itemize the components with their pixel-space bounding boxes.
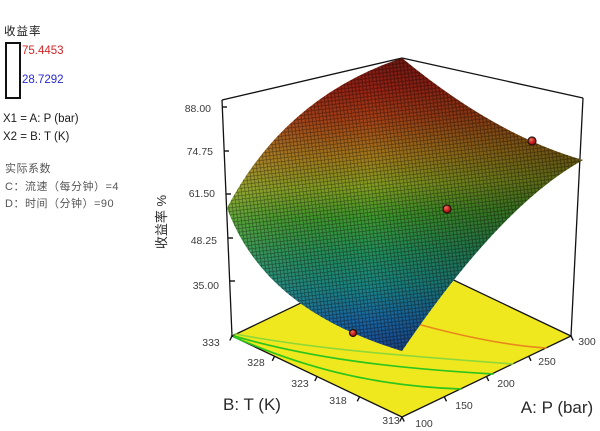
design-point <box>527 136 537 146</box>
y-tick-label: 328 <box>247 357 265 369</box>
back-top-left-edge <box>221 57 403 101</box>
x-tick-label: 150 <box>455 400 473 412</box>
x-tick-label: 200 <box>497 378 515 390</box>
contour-green-mid <box>233 335 494 375</box>
response-surface <box>227 58 583 351</box>
contour-green-low <box>233 336 462 390</box>
factor-x2-label: X2 = B: T (K) <box>3 131 70 143</box>
y-tick-label: 323 <box>291 378 309 390</box>
legend-response-title: 收益率 <box>4 26 42 38</box>
x-axis-ticks <box>401 335 574 422</box>
z-tick-label: 88.00 <box>185 103 211 115</box>
z-axis-ticks <box>222 106 235 282</box>
y-axis-labels: 333 328 323 318 313 <box>202 337 400 427</box>
z-tick-label: 61.50 <box>189 188 215 200</box>
x-tick-label: 100 <box>415 418 433 430</box>
actual-factors-title: 实际系数 <box>5 163 51 175</box>
design-point <box>348 328 358 338</box>
actual-factor-d: D：时间（分钟）=90 <box>5 198 115 210</box>
actual-factor-c: C：流速（每分钟）=4 <box>5 181 119 193</box>
y-tick-label: 333 <box>202 337 220 349</box>
surface-mesh-texture <box>227 58 583 351</box>
design-points <box>348 136 537 338</box>
legend-colorbar <box>5 42 21 99</box>
factor-x1-label: X1 = A: P (bar) <box>3 113 79 125</box>
right-axis-line <box>570 97 584 337</box>
legend-max-value: 75.4453 <box>22 45 64 57</box>
z-tick-label: 48.25 <box>191 235 217 247</box>
x-axis-title: A: P (bar) <box>521 398 593 417</box>
plot-frame <box>221 57 584 337</box>
y-tick-label: 318 <box>329 395 347 407</box>
x-tick-label: 250 <box>538 356 556 368</box>
back-top-right-edge <box>401 57 584 99</box>
y-tick-label: 313 <box>382 415 400 427</box>
y-axis-title: B: T (K) <box>223 395 281 414</box>
legend-min-value: 28.7292 <box>22 74 64 86</box>
z-axis-title: 收益率 % <box>154 194 169 249</box>
x-tick-label: 300 <box>578 336 596 348</box>
x-axis-labels: 100 150 200 250 300 <box>415 336 596 430</box>
z-axis-labels: 88.00 74.75 61.50 48.25 35.00 <box>185 103 219 292</box>
design-point <box>442 204 452 214</box>
z-tick-label: 74.75 <box>187 146 213 158</box>
z-tick-label: 35.00 <box>193 280 219 292</box>
z-axis-line <box>221 99 233 337</box>
contour-green-light <box>234 333 514 365</box>
